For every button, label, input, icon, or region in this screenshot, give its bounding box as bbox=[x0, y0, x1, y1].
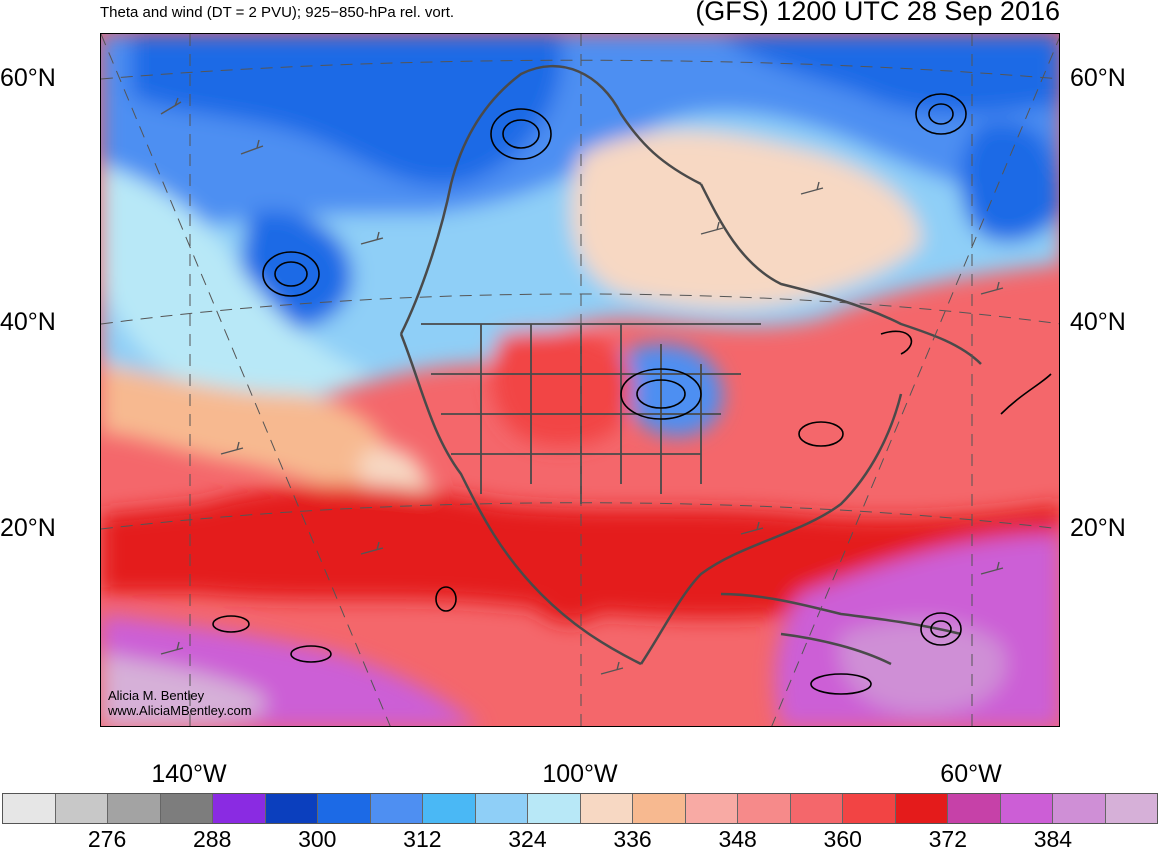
theta-field bbox=[101, 34, 1059, 726]
colorbar-tick-label: 336 bbox=[613, 826, 652, 852]
colorbar-swatch bbox=[790, 794, 843, 823]
colorbar-swatch bbox=[318, 794, 371, 823]
colorbar-swatch bbox=[108, 794, 161, 823]
colorbar-swatch bbox=[423, 794, 476, 823]
colorbar-swatch bbox=[370, 794, 423, 823]
colorbar-tick-label: 300 bbox=[298, 826, 337, 852]
political-borders bbox=[421, 323, 761, 504]
credit-website: www.AliciaMBentley.com bbox=[108, 703, 252, 718]
colorbar-tick-label: 372 bbox=[928, 826, 967, 852]
colorbar-swatch bbox=[55, 794, 108, 823]
colorbar-swatch bbox=[580, 794, 633, 823]
chart-title: (GFS) 1200 UTC 28 Sep 2016 bbox=[695, 0, 1060, 26]
chart-subtitle: Theta and wind (DT = 2 PVU); 925−850-hPa… bbox=[100, 4, 455, 21]
map-panel bbox=[100, 33, 1060, 727]
lon-label-100w: 100°W bbox=[542, 760, 618, 788]
graticule bbox=[101, 34, 1059, 726]
lat-label-20n-right: 20°N bbox=[1070, 514, 1126, 542]
colorbar-swatch bbox=[528, 794, 581, 823]
colorbar-swatch bbox=[1053, 794, 1106, 823]
colorbar-swatch bbox=[843, 794, 896, 823]
credit-block: Alicia M. Bentley www.AliciaMBentley.com bbox=[108, 688, 252, 718]
colorbar-swatch bbox=[265, 794, 318, 823]
wind-barbs bbox=[160, 97, 1004, 675]
colorbar-tick-label: 360 bbox=[823, 826, 862, 852]
colorbar-swatch bbox=[1105, 794, 1157, 823]
colorbar-tick-label: 384 bbox=[1033, 826, 1073, 852]
colorbar-swatch bbox=[738, 794, 791, 823]
lat-label-60n-left: 60°N bbox=[0, 64, 56, 92]
colorbar-tick-label: 312 bbox=[403, 826, 442, 852]
colorbar-swatch bbox=[685, 794, 738, 823]
colorbar-swatch bbox=[213, 794, 266, 823]
colorbar-swatch bbox=[948, 794, 1001, 823]
lat-label-40n-right: 40°N bbox=[1070, 308, 1126, 336]
theta-map bbox=[101, 34, 1059, 726]
colorbar-swatch bbox=[1000, 794, 1053, 823]
colorbar-tick-label: 324 bbox=[508, 826, 547, 852]
lat-label-20n-left: 20°N bbox=[0, 514, 56, 542]
credit-author: Alicia M. Bentley bbox=[108, 688, 205, 703]
colorbar-tick-label: 348 bbox=[718, 826, 757, 852]
colorbar-swatch bbox=[160, 794, 213, 823]
colorbar-swatch bbox=[633, 794, 686, 823]
colorbar bbox=[2, 793, 1158, 824]
vorticity-contours bbox=[212, 93, 1052, 695]
lon-label-60w: 60°W bbox=[940, 760, 1002, 788]
colorbar-swatch bbox=[475, 794, 528, 823]
colorbar-tick-label: 288 bbox=[192, 826, 232, 852]
colorbar-tick-label: 276 bbox=[87, 826, 127, 852]
lat-label-60n-right: 60°N bbox=[1070, 64, 1126, 92]
colorbar-swatch bbox=[3, 794, 56, 823]
lon-label-140w: 140°W bbox=[151, 760, 227, 788]
colorbar-swatch bbox=[895, 794, 948, 823]
lat-label-40n-left: 40°N bbox=[0, 308, 56, 336]
coastlines bbox=[399, 64, 982, 666]
